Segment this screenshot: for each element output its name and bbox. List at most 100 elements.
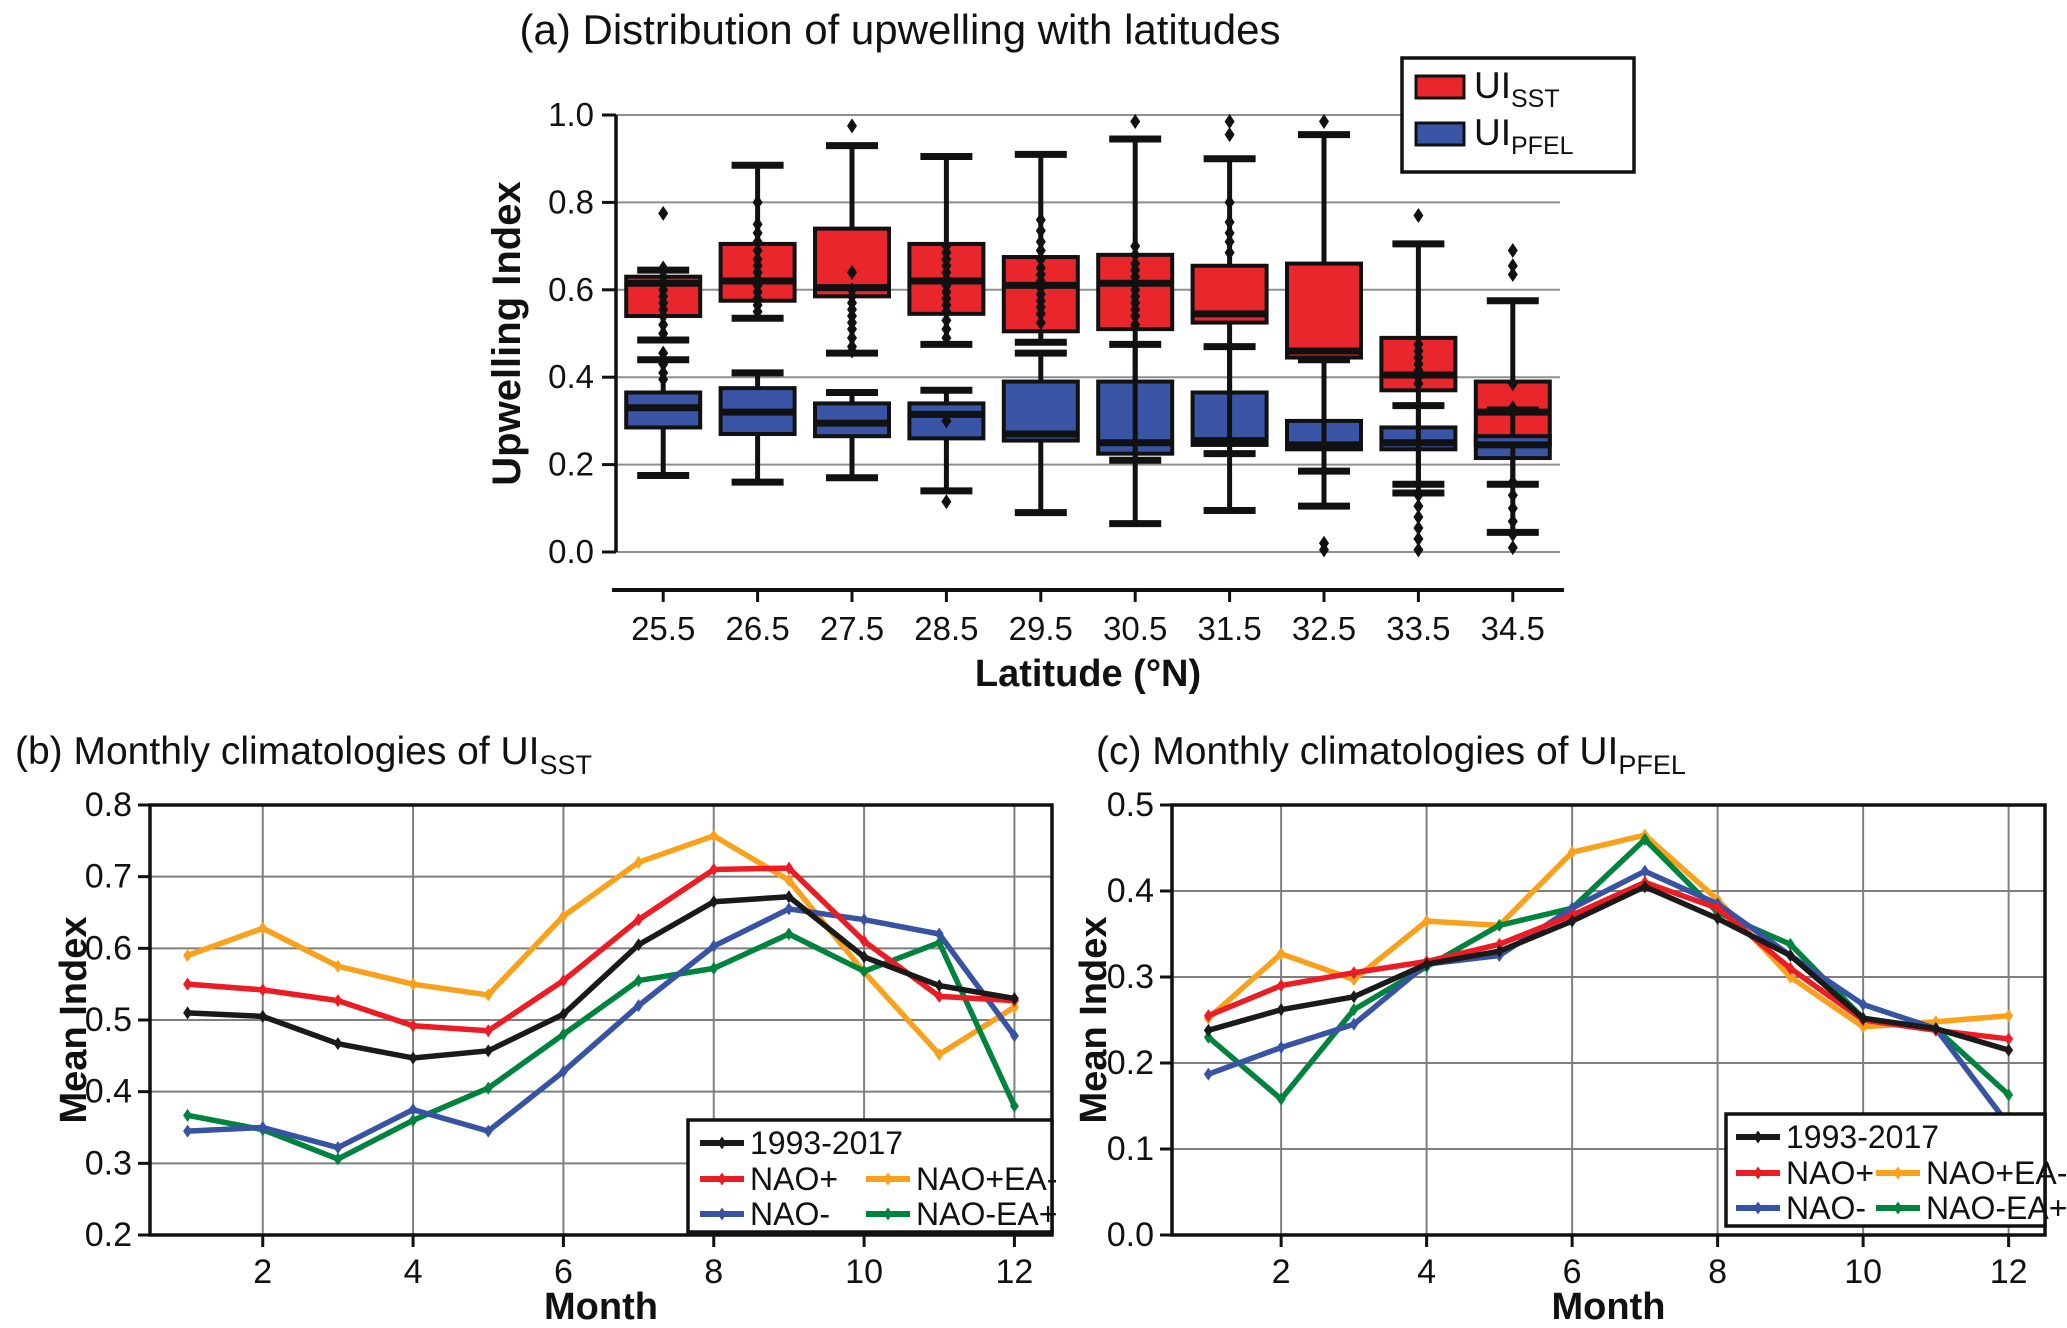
- y-tick-label: 1.0: [548, 96, 594, 133]
- outlier-diamond: [752, 304, 763, 320]
- outlier-diamond: [1507, 258, 1518, 274]
- series-marker-NAO+: [1713, 901, 1723, 915]
- outlier-diamond: [847, 118, 857, 134]
- series-line-1993-2017: [184, 893, 1018, 1061]
- series-marker-NAO+EA-: [258, 921, 268, 935]
- series-marker-NAO-EA+: [408, 1113, 418, 1127]
- legend-label-NAO+: NAO+: [1786, 1155, 1874, 1191]
- series-marker-1993-2017: [258, 1009, 268, 1023]
- x-tick-label: 12: [996, 1253, 1034, 1291]
- panel-b-title: (b) Monthly climatologies of UISST: [15, 730, 592, 780]
- legend-marker-NAO+: [1753, 1166, 1763, 1180]
- y-tick-label: 0.6: [85, 929, 132, 967]
- y-tick-label: 0.6: [548, 271, 594, 308]
- panel-c-title: (c) Monthly climatologies of UIPFEL: [1096, 730, 1686, 780]
- series-marker-NAO+EA-: [1349, 973, 1359, 987]
- outlier-diamond: [658, 260, 669, 276]
- series-marker-NAO+: [183, 977, 193, 991]
- outlier-diamond: [941, 304, 952, 320]
- series-marker-1993-2017: [333, 1037, 343, 1051]
- outlier-diamond: [1130, 238, 1141, 254]
- outlier-diamond: [847, 330, 857, 346]
- series-marker-NAO+EA-: [1567, 845, 1577, 859]
- outlier-diamond: [1507, 474, 1518, 490]
- series-marker-1993-2017: [408, 1051, 418, 1065]
- series-marker-NAO-EA+: [709, 961, 719, 975]
- x-tick-label: 31.5: [1197, 610, 1261, 647]
- panel-b-ylabel: Mean Index: [53, 917, 95, 1124]
- series-marker-NAO+EA-: [1276, 947, 1286, 961]
- series-marker-NAO+: [333, 994, 343, 1008]
- legend-label-1993-2017: 1993-2017: [1786, 1119, 1939, 1155]
- panel-c-xlabel: Month: [1552, 1286, 1666, 1328]
- series-marker-NAO-: [1203, 1067, 1213, 1081]
- series-marker-NAO+EA-: [408, 977, 418, 991]
- legend-label-NAO+EA-: NAO+EA-: [916, 1161, 1057, 1197]
- series-marker-NAO-: [934, 927, 944, 941]
- series-line-NAO+: [184, 865, 1018, 1034]
- series-marker-NAO+EA-: [558, 909, 568, 923]
- outlier-diamond: [1507, 540, 1518, 556]
- series-marker-NAO+EA-: [483, 988, 493, 1002]
- x-tick-label: 10: [845, 1253, 883, 1291]
- x-tick-label: 6: [554, 1253, 573, 1291]
- series-marker-NAO-EA+: [1276, 1092, 1286, 1106]
- series-marker-NAO+EA-: [1422, 914, 1432, 928]
- series-marker-1993-2017: [1276, 1003, 1286, 1017]
- series-marker-NAO-: [1640, 864, 1650, 878]
- legend-marker-NAO-EA+: [1893, 1201, 1903, 1215]
- outlier-diamond: [1224, 214, 1235, 230]
- outlier-diamond: [752, 242, 763, 258]
- y-tick-label: 0.1: [1107, 1130, 1154, 1168]
- y-tick-label: 0.4: [85, 1073, 132, 1111]
- x-tick-label: 2: [1272, 1253, 1291, 1291]
- series-marker-NAO-EA+: [2004, 1088, 2014, 1102]
- panel-b-xlabel: Month: [544, 1286, 658, 1328]
- series-marker-NAO-EA+: [859, 964, 869, 978]
- y-tick-label: 0.2: [85, 1216, 132, 1254]
- series-marker-NAO-EA+: [634, 974, 644, 988]
- series-marker-1993-2017: [1009, 992, 1019, 1005]
- y-tick-label: 0.4: [548, 358, 594, 395]
- outlier-diamond: [1035, 306, 1046, 322]
- series-marker-1993-2017: [709, 895, 719, 909]
- series-marker-NAO-: [1858, 998, 1868, 1012]
- outlier-diamond: [1507, 500, 1518, 516]
- y-tick-label: 0.5: [85, 1001, 132, 1039]
- outlier-diamond: [847, 343, 857, 359]
- outlier-diamond: [941, 494, 952, 510]
- outlier-diamond: [1507, 267, 1518, 283]
- series-marker-NAO+: [483, 1024, 493, 1038]
- series-marker-1993-2017: [784, 890, 794, 904]
- outlier-diamond: [1413, 376, 1424, 392]
- outlier-diamond: [1413, 487, 1424, 503]
- legend-label-NAO-: NAO-: [750, 1196, 830, 1232]
- y-tick-label: 0.8: [85, 786, 132, 824]
- y-tick-label: 0.2: [1107, 1044, 1154, 1082]
- outlier-diamond: [1130, 114, 1141, 130]
- x-tick-label: 30.5: [1103, 610, 1167, 647]
- series-marker-NAO-: [1349, 1017, 1359, 1031]
- box-ui_sst-32.5: [1285, 261, 1363, 360]
- series-line-NAO+EA-: [184, 833, 1018, 1058]
- series-marker-NAO+EA-: [709, 829, 719, 843]
- series-marker-1993-2017: [1858, 1011, 1868, 1025]
- x-tick-label: 4: [404, 1253, 423, 1291]
- outlier-diamond: [1224, 127, 1235, 143]
- outlier-diamond: [1224, 225, 1235, 241]
- series-marker-NAO-: [784, 902, 794, 916]
- legend-marker-NAO-: [717, 1207, 727, 1221]
- x-tick-label: 34.5: [1481, 610, 1545, 647]
- outlier-diamond: [1413, 531, 1424, 547]
- legend-marker-NAO-EA+: [883, 1207, 893, 1221]
- y-tick-label: 0.2: [548, 446, 594, 483]
- outlier-diamond: [941, 321, 952, 337]
- series-marker-NAO-: [634, 999, 644, 1013]
- series-marker-NAO-EA+: [483, 1081, 493, 1095]
- series-marker-NAO+: [634, 913, 644, 927]
- outlier-diamond: [658, 308, 669, 324]
- outlier-diamond: [658, 205, 669, 221]
- series-marker-1993-2017: [1785, 949, 1795, 962]
- series-marker-NAO+: [1203, 1009, 1213, 1023]
